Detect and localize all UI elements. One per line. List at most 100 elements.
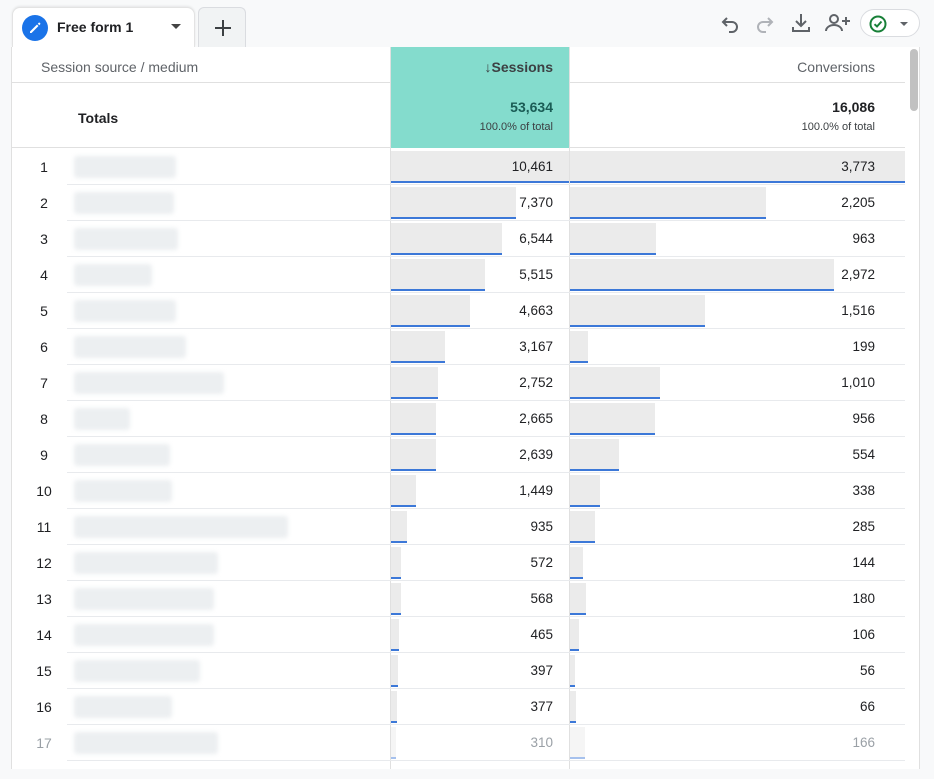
sessions-header-label: Sessions [491,59,553,75]
table-row[interactable]: 2 7,370 2,205 [12,185,905,221]
redacted-dimension-value[interactable] [74,732,218,754]
sessions-bar [391,295,470,327]
table-row[interactable]: 17 310 166 [12,725,905,761]
redacted-dimension-value[interactable] [74,660,200,682]
table-row[interactable]: 16 377 66 [12,689,905,725]
conversions-cell: 106 [570,617,905,653]
row-rank: 3 [40,231,48,247]
redacted-dimension-value[interactable] [74,192,174,214]
sessions-cell: 10,461 [391,149,569,185]
redacted-dimension-value[interactable] [74,372,224,394]
table-row[interactable]: 7 2,752 1,010 [12,365,905,401]
table-row[interactable]: 8 2,665 956 [12,401,905,437]
conversions-value: 56 [859,663,875,678]
sessions-bar [391,223,502,255]
table-row[interactable]: 13 568 180 [12,581,905,617]
conversions-bar [570,619,579,651]
sessions-value: 397 [530,663,553,678]
table-row[interactable]: 9 2,639 554 [12,437,905,473]
redacted-dimension-value[interactable] [74,336,186,358]
row-rank: 12 [36,555,52,571]
conversions-value: 180 [852,591,875,606]
sessions-value: 3,167 [519,339,553,354]
redo-icon[interactable] [753,11,777,35]
sessions-cell: 572 [391,545,569,581]
sessions-value: 2,665 [519,411,553,426]
row-rank: 7 [40,375,48,391]
sessions-cell: 377 [391,689,569,725]
tab-bar: Free form 1 [0,0,934,47]
table-row[interactable]: 14 465 106 [12,617,905,653]
conversions-cell: 285 [570,509,905,545]
conversions-bar [570,439,619,471]
table-row[interactable]: 1 10,461 3,773 [12,149,905,185]
share-person-add-icon[interactable] [824,11,852,35]
conversions-bar [570,151,905,183]
sessions-bar [391,727,396,759]
redacted-dimension-value[interactable] [74,264,152,286]
sessions-value: 935 [530,519,553,534]
redacted-dimension-value[interactable] [74,588,214,610]
sessions-bar [391,367,438,399]
conversions-bar [570,403,655,435]
totals-sessions-percent: 100.0% of total [479,121,553,133]
sessions-value: 6,544 [519,231,553,246]
table-row[interactable]: 3 6,544 963 [12,221,905,257]
sessions-bar [391,439,436,471]
redacted-dimension-value[interactable] [74,156,176,178]
tab-free-form-1[interactable]: Free form 1 [12,7,195,47]
row-rank: 9 [40,447,48,463]
data-table: Session source / medium ↓Sessions Conver… [11,47,920,769]
table-row[interactable]: 4 5,515 2,972 [12,257,905,293]
conversions-bar [570,187,766,219]
redacted-dimension-value[interactable] [74,300,176,322]
redacted-dimension-value[interactable] [74,516,288,538]
conversions-cell: 66 [570,689,905,725]
tab-label: Free form 1 [57,19,134,35]
redacted-dimension-value[interactable] [74,624,214,646]
sessions-bar [391,151,569,183]
redacted-dimension-value[interactable] [74,408,130,430]
sort-arrow-icon: ↓ [484,59,492,75]
table-row[interactable]: 10 1,449 338 [12,473,905,509]
undo-icon[interactable] [718,11,742,35]
redacted-dimension-value[interactable] [74,444,170,466]
redacted-dimension-value[interactable] [74,228,178,250]
conversions-bar [570,295,705,327]
conversions-bar [570,331,588,363]
conversions-bar [570,223,656,255]
sessions-cell: 6,544 [391,221,569,257]
add-tab-button[interactable] [198,7,246,47]
table-row[interactable]: 15 397 56 [12,653,905,689]
totals-label: Totals [78,110,119,126]
conversions-bar [570,655,575,687]
totals-sessions-value: 53,634 [510,99,553,115]
table-row[interactable]: 12 572 144 [12,545,905,581]
pencil-icon[interactable] [22,15,48,41]
chevron-down-icon[interactable] [171,24,181,29]
sessions-cell: 1,449 [391,473,569,509]
sessions-cell: 2,639 [391,437,569,473]
table-row[interactable]: 5 4,663 1,516 [12,293,905,329]
conversions-cell: 166 [570,725,905,761]
dimension-header[interactable]: Session source / medium [41,59,199,75]
status-menu-button[interactable] [860,9,920,37]
sessions-header[interactable]: ↓Sessions [391,47,569,83]
conversions-value: 2,205 [841,195,875,210]
sessions-cell: 7,370 [391,185,569,221]
conversions-cell: 956 [570,401,905,437]
redacted-dimension-value[interactable] [74,480,172,502]
conversions-cell: 56 [570,653,905,689]
redacted-dimension-value[interactable] [74,696,172,718]
redacted-dimension-value[interactable] [74,552,218,574]
sessions-cell: 310 [391,725,569,761]
totals-conversions-percent: 100.0% of total [801,121,875,133]
conversions-header[interactable]: Conversions [797,59,875,75]
conversions-value: 2,972 [841,267,875,282]
table-row[interactable]: 11 935 285 [12,509,905,545]
table-row[interactable]: 6 3,167 199 [12,329,905,365]
conversions-bar [570,727,585,759]
vertical-scrollbar[interactable] [910,49,918,111]
row-rank: 17 [36,735,52,751]
download-icon[interactable] [789,11,813,35]
